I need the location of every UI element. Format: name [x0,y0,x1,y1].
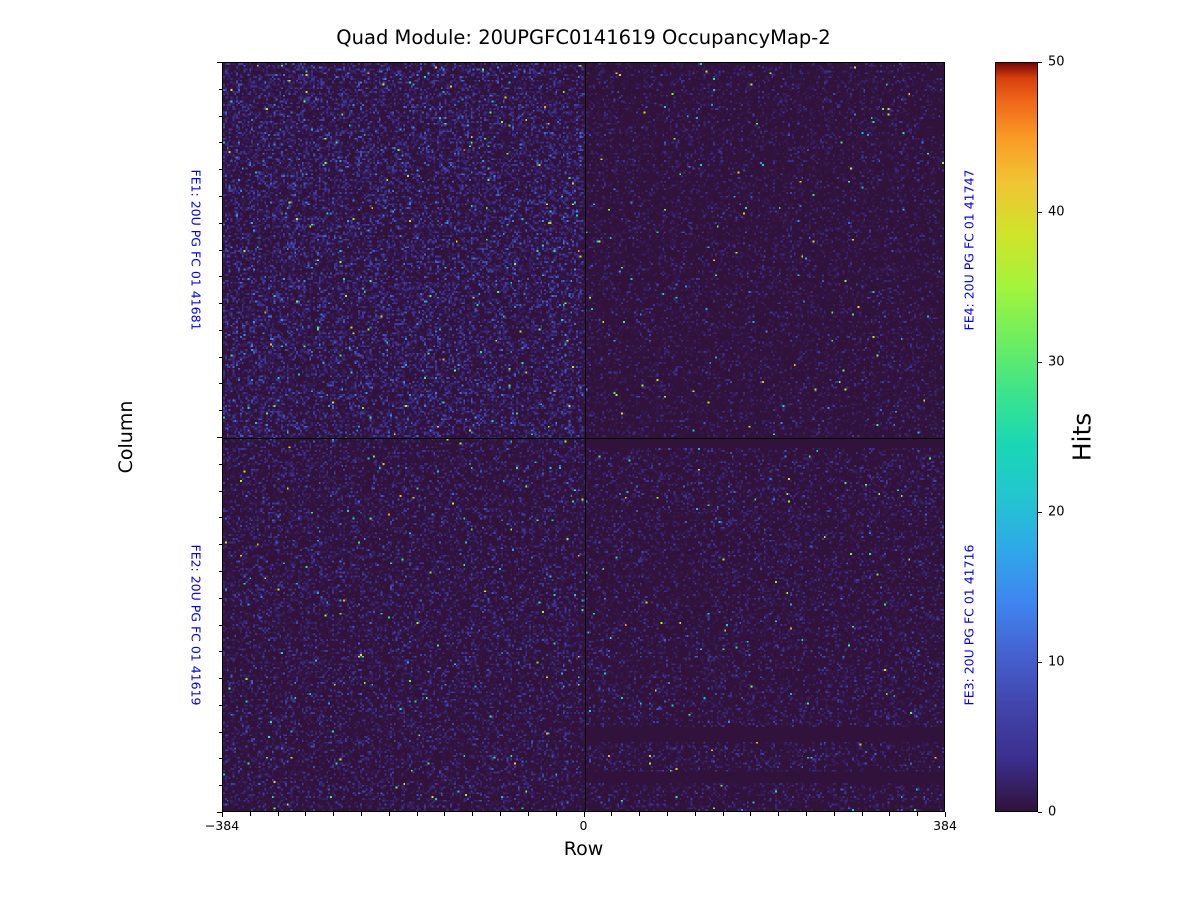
x-minor-tick [889,812,891,816]
x-minor-tick [277,812,279,816]
colorbar-tick [1038,62,1042,63]
y-axis-label: Column [115,400,137,474]
page-title: Quad Module: 20UPGFC0141619 OccupancyMap… [336,26,831,49]
x-tick-label: 384 [933,818,957,833]
heatmap-image [223,63,944,811]
occupancy-heatmap[interactable] [222,62,945,812]
colorbar-tick [1038,812,1042,813]
x-tick-label: 0 [579,818,588,833]
x-major-tick [945,812,946,817]
colorbar-tick [1038,362,1042,363]
x-minor-tick [333,812,335,816]
x-minor-tick [694,812,696,816]
y-major-tick [217,812,222,813]
x-minor-tick [527,812,529,816]
x-minor-tick [305,812,307,816]
x-minor-tick [388,812,390,816]
colorbar-tick [1038,212,1042,213]
fe-label-fe2: FE2: 20U PG FC 01 41619 [188,544,204,706]
colorbar-tick-label: 40 [1048,204,1065,220]
x-minor-tick [611,812,613,816]
x-minor-tick [583,812,585,816]
x-minor-tick [917,812,919,816]
colorbar-tick [1038,512,1042,513]
colorbar-tick-label: 50 [1048,54,1065,70]
colorbar-tick-label: 20 [1048,504,1065,520]
x-tick-label: −384 [204,818,240,833]
colorbar-label: Hits [1067,412,1097,462]
x-minor-tick [722,812,724,816]
x-minor-tick [666,812,668,816]
x-minor-tick [639,812,641,816]
x-axis-label: Row [563,838,604,860]
x-minor-tick [472,812,474,816]
x-minor-tick [249,812,251,816]
colorbar-tick-label: 0 [1048,804,1057,820]
x-minor-tick [750,812,752,816]
x-minor-tick [416,812,418,816]
x-minor-tick [500,812,502,816]
colorbar-gradient [996,63,1037,811]
x-minor-tick [805,812,807,816]
fe-label-fe4: FE4: 20U PG FC 01 41747 [961,169,977,331]
x-minor-tick [555,812,557,816]
x-minor-tick [833,812,835,816]
x-minor-tick [361,812,363,816]
fe-divider-vertical [584,63,586,811]
colorbar-tick-label: 10 [1048,654,1065,670]
colorbar-tick-label: 30 [1048,354,1065,370]
colorbar-tick [1038,662,1042,663]
x-minor-tick [861,812,863,816]
fe-divider-horizontal [223,438,944,439]
fe-label-fe1: FE1: 20U PG FC 01 41681 [188,169,204,331]
x-major-tick [222,812,223,817]
x-minor-tick [444,812,446,816]
fe-label-fe3: FE3: 20U PG FC 01 41716 [961,544,977,706]
x-minor-tick [778,812,780,816]
x-major-tick [583,812,585,817]
colorbar[interactable] [995,62,1038,812]
